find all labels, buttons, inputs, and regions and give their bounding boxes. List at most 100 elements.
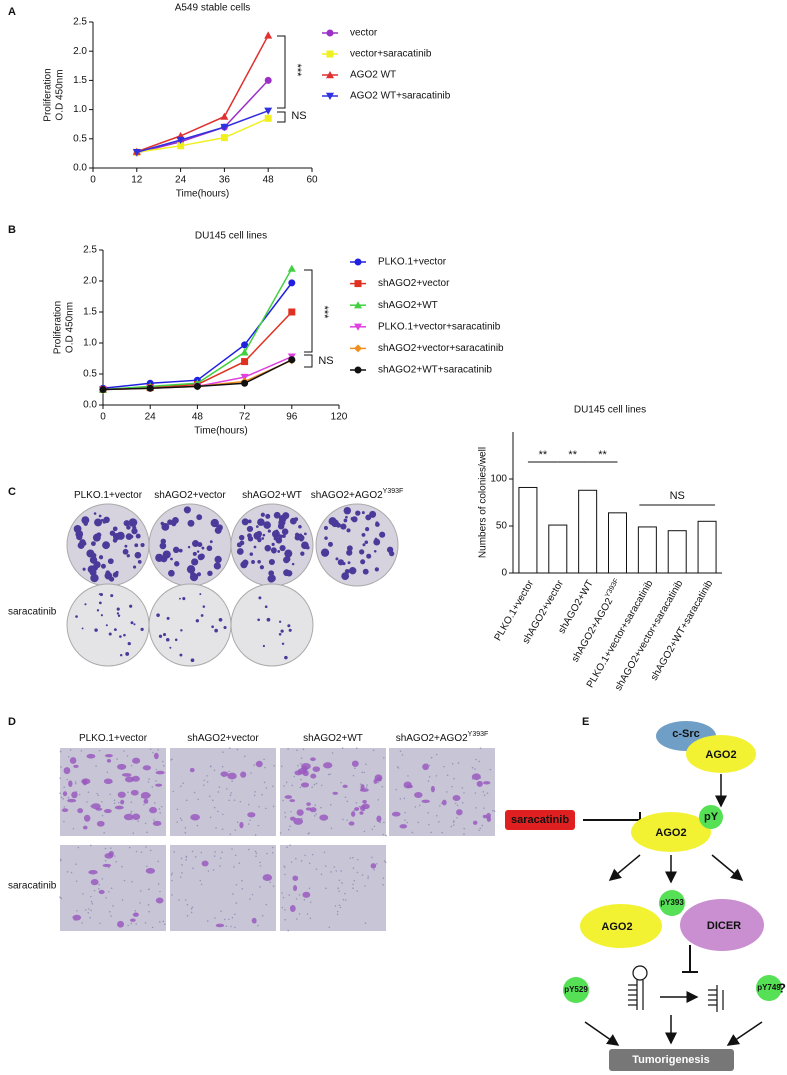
colony	[344, 569, 350, 574]
pore	[181, 872, 183, 874]
colony	[286, 570, 293, 577]
colony	[346, 545, 353, 552]
pore	[130, 764, 133, 767]
colony	[137, 560, 142, 564]
colony	[110, 594, 114, 598]
legend-label: vector+saracatinib	[350, 49, 432, 60]
pore	[404, 811, 406, 814]
colony	[125, 652, 130, 656]
colony	[140, 542, 145, 548]
pore	[427, 780, 430, 782]
colony	[102, 520, 107, 524]
x-tick-label: 60	[306, 175, 318, 186]
pore	[300, 817, 303, 820]
pore	[194, 856, 197, 858]
pore	[159, 812, 161, 814]
marker	[354, 258, 362, 266]
pore	[249, 898, 251, 900]
pore	[152, 751, 154, 754]
legend-label: shAGO2+vector+saracatinib	[378, 343, 504, 354]
pore	[228, 770, 230, 773]
pore	[474, 768, 476, 770]
pore	[69, 749, 72, 751]
cell	[302, 891, 311, 898]
marker	[354, 344, 362, 353]
pore	[112, 905, 114, 907]
pore	[185, 859, 187, 861]
pore	[315, 782, 318, 785]
pore	[108, 891, 110, 893]
column: shAGO2+vector	[187, 733, 259, 744]
annotation: NS	[670, 490, 685, 502]
colony	[100, 563, 106, 569]
node-label: c-Src	[672, 728, 700, 740]
colony	[267, 529, 271, 533]
colony	[129, 534, 134, 539]
column: PLKO.1+vector	[79, 733, 148, 744]
colony	[379, 531, 386, 538]
pore	[315, 813, 317, 815]
cell	[201, 860, 209, 867]
cell	[354, 807, 360, 811]
pore	[258, 805, 260, 808]
colony	[197, 542, 203, 548]
pore	[197, 798, 199, 801]
colony	[340, 523, 347, 530]
pore	[230, 925, 232, 928]
pore	[357, 858, 359, 861]
pore	[385, 834, 387, 837]
pore	[98, 749, 101, 752]
colony	[249, 552, 254, 556]
pore	[428, 823, 430, 826]
colony	[359, 549, 365, 555]
cell	[215, 923, 225, 928]
y-tick-label: 0.0	[83, 400, 97, 411]
pore	[463, 827, 466, 830]
marker	[326, 71, 334, 79]
pore	[66, 871, 69, 873]
pore	[173, 851, 175, 853]
marker	[193, 382, 201, 390]
pore	[281, 892, 283, 894]
colony	[210, 518, 219, 528]
pore	[109, 793, 111, 796]
pore	[178, 899, 180, 901]
chart-title: DU145 cell lines	[574, 405, 646, 416]
colony	[93, 512, 97, 515]
pore	[483, 807, 485, 809]
colony	[261, 537, 265, 540]
colony	[271, 542, 275, 546]
pore	[229, 833, 232, 836]
pore	[228, 799, 230, 802]
colony	[102, 541, 110, 550]
colony	[98, 555, 104, 560]
colony	[125, 533, 133, 540]
pore	[214, 851, 216, 853]
pore	[144, 822, 147, 825]
colony	[132, 565, 137, 569]
marker	[288, 308, 296, 316]
pore	[336, 913, 339, 916]
node	[680, 899, 764, 951]
pore	[110, 847, 112, 849]
cell	[376, 815, 382, 823]
colony	[92, 533, 101, 542]
pore	[281, 906, 284, 909]
colony	[206, 545, 213, 552]
pore	[244, 755, 246, 758]
marker	[287, 264, 296, 272]
colony	[207, 570, 213, 577]
colony	[180, 629, 183, 632]
colony	[75, 615, 78, 618]
pore	[239, 800, 242, 803]
pore	[364, 885, 366, 887]
pore	[234, 854, 237, 857]
pore	[207, 870, 210, 872]
colony	[156, 613, 160, 617]
colony	[280, 629, 284, 633]
annotation: **	[539, 449, 548, 461]
pore	[139, 902, 141, 904]
cell	[373, 778, 378, 784]
pore	[157, 749, 159, 751]
annotation: ***	[291, 64, 303, 78]
